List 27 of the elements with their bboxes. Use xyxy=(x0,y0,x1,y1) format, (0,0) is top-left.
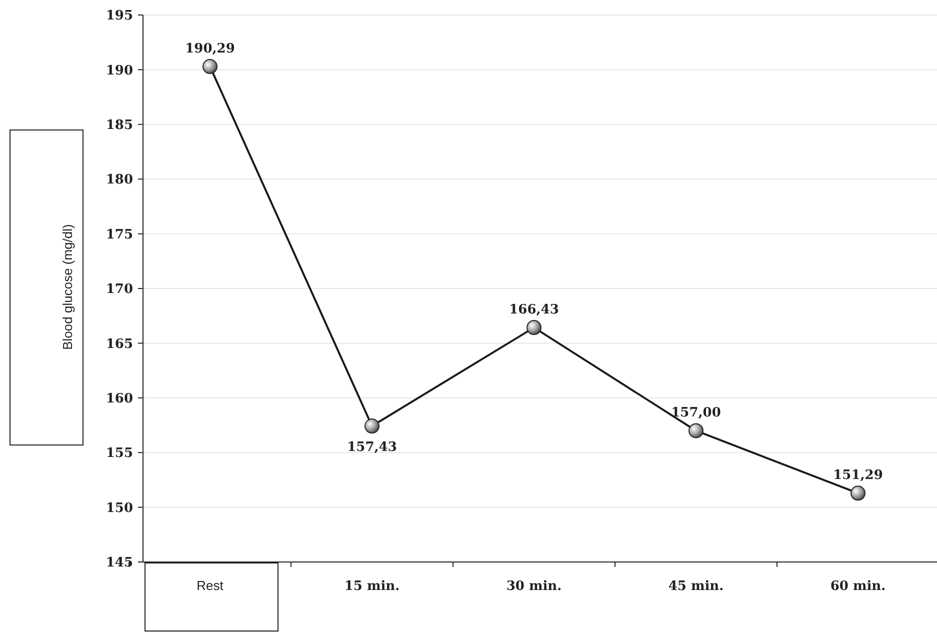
point xyxy=(850,486,866,501)
x-tick-label: 15 min. xyxy=(344,579,400,594)
data-label: 166,43 xyxy=(509,302,559,318)
data-label: 157,43 xyxy=(347,440,397,456)
point xyxy=(364,418,380,434)
y-tick-label: 195 xyxy=(106,8,133,24)
y-tick-label: 180 xyxy=(106,172,133,188)
point xyxy=(202,59,218,74)
data-label: 151,29 xyxy=(833,468,883,484)
y-tick-label: 155 xyxy=(106,446,133,462)
x-tick-label: 60 min. xyxy=(830,579,886,594)
y-tick-label: 190 xyxy=(106,63,133,78)
x-tick-label: 30 min. xyxy=(506,579,562,594)
x-tick-label: Rest xyxy=(196,578,224,593)
y-tick-label: 185 xyxy=(106,118,133,133)
point xyxy=(688,423,704,438)
y-tick-label: 165 xyxy=(106,336,133,352)
y-tick-label: 150 xyxy=(106,500,133,516)
y-tick-label: 145 xyxy=(106,556,133,571)
y-tick-label: 170 xyxy=(106,282,133,298)
x-tick-label: 45 min. xyxy=(668,579,724,594)
y-tick-label: 175 xyxy=(106,227,133,242)
y-axis-title: Blood glucose (mg/dl) xyxy=(60,224,75,350)
point xyxy=(526,320,542,336)
data-label: 190,29 xyxy=(185,42,235,57)
data-label: 157,00 xyxy=(671,406,721,421)
y-tick-label: 160 xyxy=(106,391,133,406)
